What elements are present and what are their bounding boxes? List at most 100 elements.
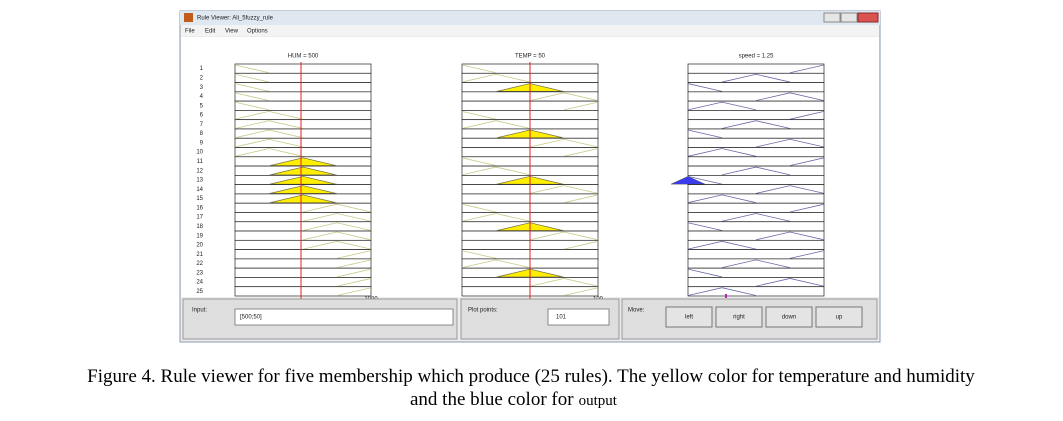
row-number: 23 bbox=[196, 270, 203, 276]
membership-function bbox=[234, 138, 304, 148]
rule-cell bbox=[234, 267, 372, 278]
menu-item[interactable]: Edit bbox=[205, 29, 216, 35]
menu-item[interactable]: Options bbox=[247, 29, 268, 35]
rule-cell bbox=[234, 212, 372, 223]
membership-function bbox=[687, 101, 757, 111]
plot-points-box[interactable] bbox=[547, 308, 610, 326]
membership-function bbox=[789, 111, 825, 120]
membership-function bbox=[687, 175, 723, 185]
membership-function bbox=[461, 166, 531, 176]
row-number: 10 bbox=[196, 150, 203, 156]
caption-line-1: Figure 4. Rule viewer for five membershi… bbox=[87, 366, 975, 387]
rule-cell bbox=[234, 63, 372, 74]
membership-function bbox=[302, 213, 372, 222]
rule-cell bbox=[687, 230, 825, 241]
membership-function bbox=[234, 92, 270, 102]
membership-function bbox=[234, 83, 270, 92]
membership-function bbox=[687, 83, 723, 92]
membership-function bbox=[755, 231, 825, 241]
membership-function bbox=[721, 259, 791, 269]
caption-text: and the blue color for bbox=[410, 389, 574, 410]
membership-function bbox=[563, 148, 599, 157]
membership-function bbox=[461, 259, 531, 269]
rule-cell bbox=[234, 221, 372, 232]
rule-cell bbox=[234, 128, 372, 139]
membership-function bbox=[336, 287, 372, 296]
membership-function bbox=[789, 250, 825, 259]
caption-line-2: and the blue color for output bbox=[410, 389, 618, 410]
minimize-button[interactable] bbox=[823, 12, 841, 23]
rule-cell bbox=[234, 137, 372, 148]
membership-function bbox=[755, 92, 825, 102]
membership-function bbox=[755, 138, 825, 148]
membership-function bbox=[461, 250, 497, 259]
membership-function bbox=[789, 64, 825, 74]
rule-cell bbox=[687, 193, 825, 204]
move-button[interactable] bbox=[765, 306, 813, 328]
row-number: 4 bbox=[200, 94, 204, 100]
input-value: [500;50] bbox=[240, 315, 262, 321]
menu-item[interactable]: File bbox=[185, 29, 195, 35]
rule-cell bbox=[687, 128, 825, 139]
move-button[interactable] bbox=[715, 306, 763, 328]
membership-function bbox=[529, 138, 599, 148]
menu-item[interactable]: View bbox=[225, 29, 239, 35]
maximize-button[interactable] bbox=[840, 12, 858, 23]
rule-cell bbox=[234, 110, 372, 121]
row-number: 15 bbox=[196, 196, 203, 202]
rule-cell bbox=[234, 82, 372, 93]
membership-function bbox=[234, 129, 304, 139]
membership-function bbox=[563, 101, 599, 111]
rule-cell bbox=[687, 110, 825, 121]
membership-function bbox=[234, 73, 270, 83]
membership-function bbox=[336, 250, 372, 259]
membership-function bbox=[563, 287, 599, 296]
rule-cell bbox=[234, 72, 372, 83]
rule-cell bbox=[234, 258, 372, 269]
rule-cell bbox=[234, 147, 372, 158]
rule-cell bbox=[234, 239, 372, 250]
membership-function bbox=[687, 194, 757, 204]
row-number: 9 bbox=[200, 140, 204, 146]
rule-cell bbox=[234, 119, 372, 130]
rule-cell bbox=[234, 202, 372, 213]
membership-function bbox=[687, 222, 723, 231]
row-number: 16 bbox=[196, 205, 203, 211]
row-number: 3 bbox=[200, 85, 204, 91]
row-number: 17 bbox=[196, 215, 203, 221]
row-number: 18 bbox=[196, 224, 203, 230]
move-button[interactable] bbox=[665, 306, 713, 328]
column-header: HUM = 500 bbox=[288, 54, 319, 60]
row-number: 7 bbox=[200, 122, 204, 128]
rule-cell bbox=[687, 277, 825, 288]
move-button-label: right bbox=[733, 315, 745, 321]
membership-function bbox=[755, 278, 825, 287]
rule-cell bbox=[234, 100, 372, 111]
app-icon bbox=[184, 13, 193, 22]
caption-small: output bbox=[579, 393, 618, 409]
row-number: 25 bbox=[196, 289, 203, 295]
membership-function bbox=[563, 194, 599, 204]
input-label: Input: bbox=[192, 308, 207, 314]
membership-function bbox=[687, 148, 757, 157]
row-number: 8 bbox=[200, 131, 204, 137]
membership-function bbox=[721, 120, 791, 129]
membership-function bbox=[302, 231, 372, 241]
membership-function bbox=[461, 213, 531, 222]
move-button[interactable] bbox=[815, 306, 863, 328]
row-number: 19 bbox=[196, 233, 203, 239]
row-number: 1 bbox=[200, 66, 204, 72]
menu: File Edit View Options bbox=[185, 29, 268, 35]
fired-area bbox=[270, 166, 336, 176]
column-header: speed = 1.25 bbox=[739, 54, 775, 60]
membership-function bbox=[461, 203, 497, 213]
membership-function bbox=[755, 185, 825, 194]
membership-function bbox=[336, 278, 372, 287]
row-number: 5 bbox=[200, 103, 204, 109]
input-box[interactable] bbox=[234, 308, 454, 326]
membership-function bbox=[687, 287, 757, 296]
fired-area bbox=[270, 185, 336, 194]
close-button[interactable] bbox=[857, 12, 879, 23]
move-buttons: left right down up bbox=[665, 306, 863, 328]
fired-area bbox=[670, 176, 706, 185]
